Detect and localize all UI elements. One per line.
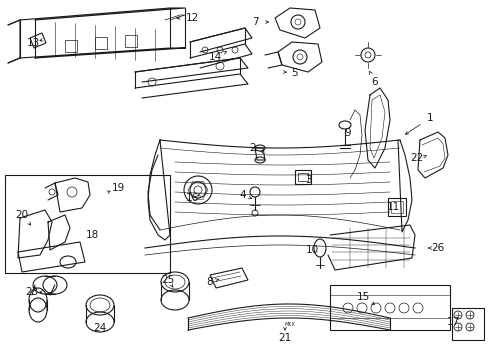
Text: 6: 6 [371,77,378,87]
Text: 16: 16 [185,193,198,203]
Text: 14: 14 [208,52,221,62]
Text: 20: 20 [16,210,28,220]
Bar [390,201,402,213]
Text: 3: 3 [304,175,311,185]
Text: 9: 9 [344,128,350,138]
Bar [387,198,405,216]
Text: 26: 26 [430,243,444,253]
Text: 12: 12 [185,13,198,23]
Bar [5,175,170,273]
Bar [294,170,310,184]
Text: 19: 19 [111,183,124,193]
Text: MKX: MKX [284,323,295,328]
Bar [65,40,77,52]
Bar [329,285,449,330]
Text: 1: 1 [426,113,432,123]
Text: 18: 18 [85,230,99,240]
Text: 15: 15 [356,292,369,302]
Text: 17: 17 [446,317,459,327]
Text: 24: 24 [93,323,106,333]
Text: 21: 21 [278,333,291,343]
Bar [297,173,307,181]
Bar [95,37,107,49]
Text: 5: 5 [291,68,298,78]
Text: 23: 23 [25,287,39,297]
Text: 11: 11 [386,202,399,212]
Bar [125,35,137,47]
Text: 13: 13 [26,38,40,48]
Text: 4: 4 [239,190,246,200]
Text: 7: 7 [251,17,258,27]
Text: 25: 25 [161,275,174,285]
Text: 22: 22 [409,153,423,163]
Text: 8: 8 [206,277,213,287]
Bar [451,308,483,340]
Text: 2: 2 [249,143,256,153]
Text: 10: 10 [305,245,318,255]
